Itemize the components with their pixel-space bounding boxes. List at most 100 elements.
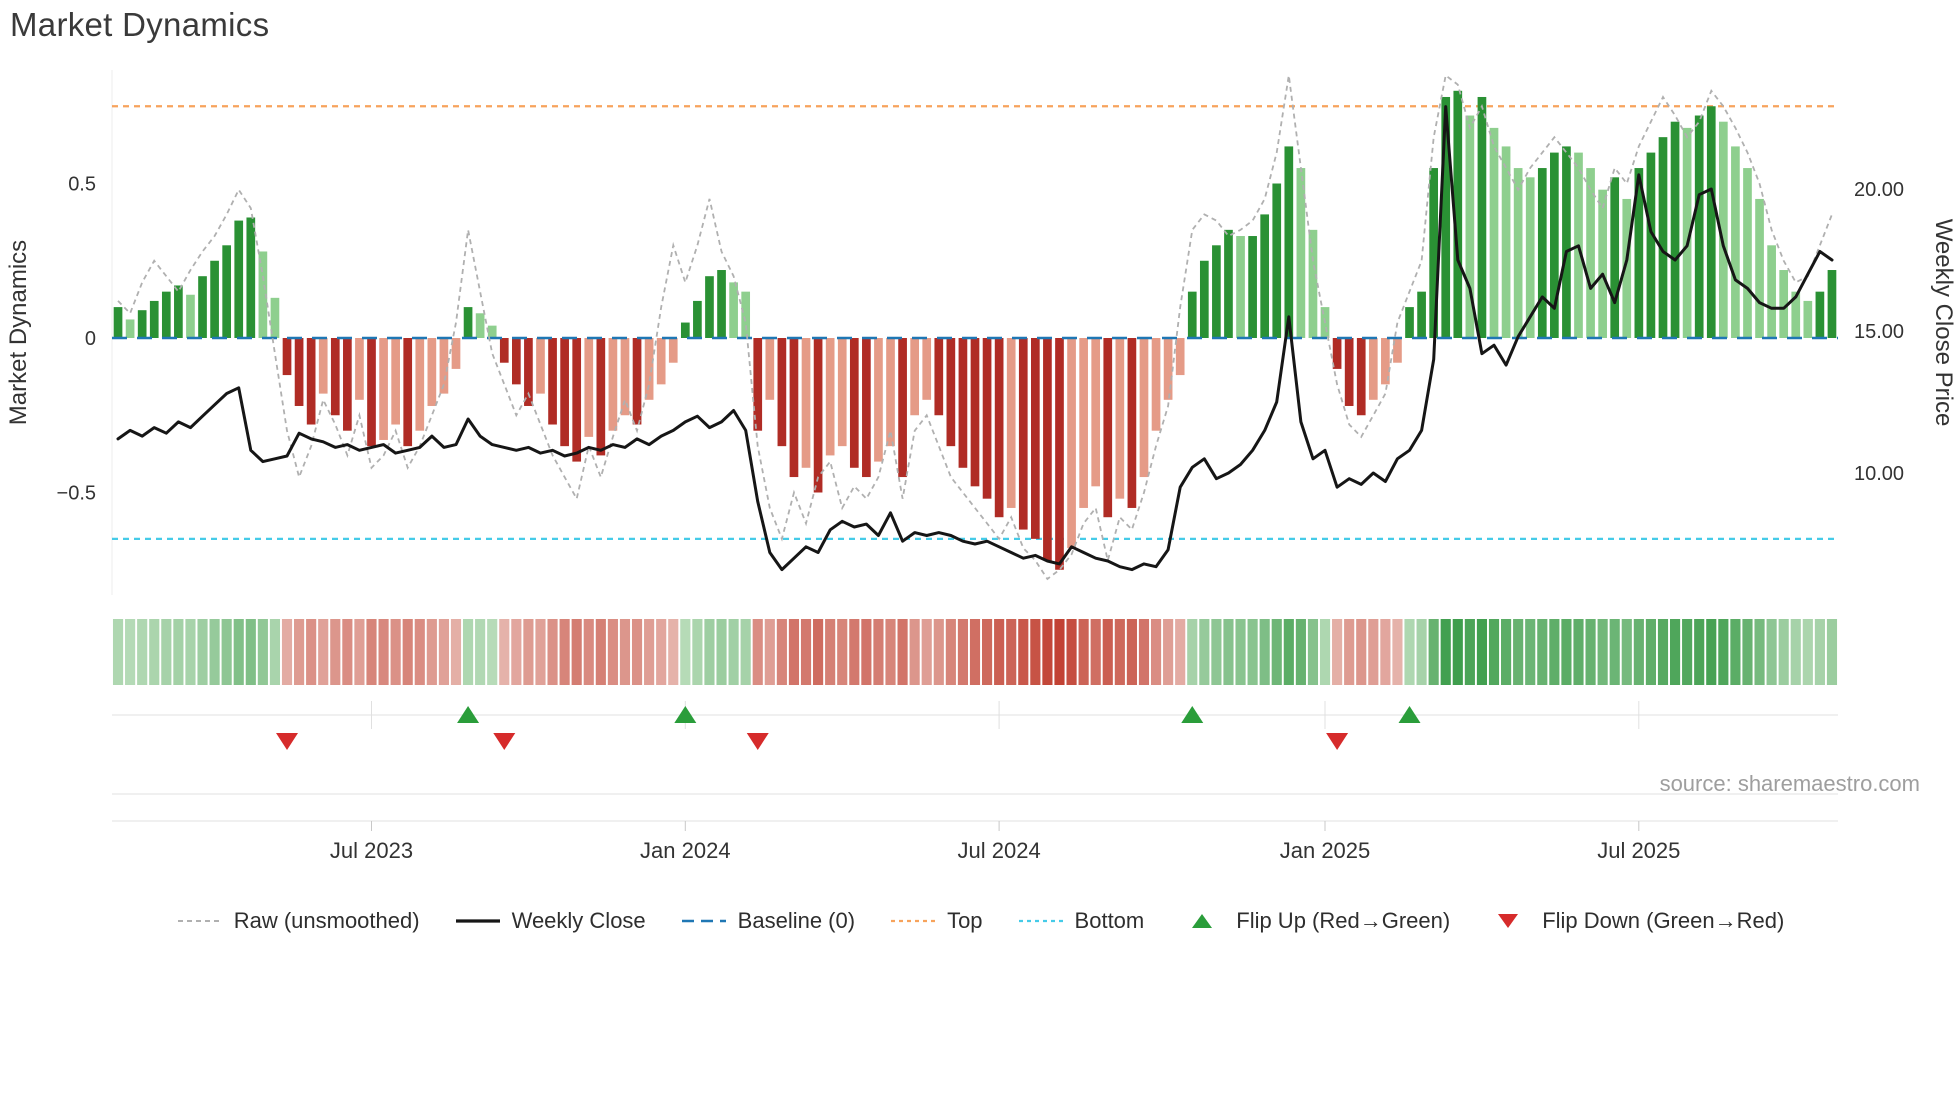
heat-cell [740,619,751,685]
bar [1055,338,1064,570]
bar [1815,291,1825,338]
heat-cell [680,619,691,685]
bar [1260,214,1270,338]
market-dynamics-chart: 0.5 0 −0.5 20.00 15.00 10.00 Market Dynamics We… [0,70,1960,932]
heat-cell [1754,619,1765,685]
chart-legend: Raw (unsmoothed) Weekly Close Baseline (0)… [0,910,1960,932]
heat-cell [1175,619,1186,685]
heat-cell [462,619,474,685]
heat-cell [221,619,232,685]
bar [1332,338,1342,369]
bar [330,338,340,416]
bar [1356,338,1366,416]
legend-label: Flip Up (Red→Green) [1236,908,1451,933]
bar [946,338,956,447]
bar [1006,338,1016,508]
bar [1381,338,1390,385]
heat-cell [994,619,1005,685]
heat-cell [1114,619,1125,685]
heat-cell [921,619,932,685]
heat-cell [1525,619,1536,685]
legend-item-baseline-0: Baseline (0) [680,910,855,932]
bar [174,285,183,338]
heat-cell [1476,619,1488,685]
heat-cell [173,619,184,685]
heat-cell [825,619,836,685]
bar [524,338,533,406]
bar [1465,115,1475,339]
bar [186,294,195,338]
bar [1537,168,1547,338]
heat-cell [1706,619,1717,685]
bar [1489,127,1499,338]
bar [1513,168,1523,338]
heat-cell [644,619,655,685]
right-tick-label: 15.00 [1854,321,1904,343]
bar [1610,177,1620,338]
close-line [116,105,1834,572]
bar [415,338,425,431]
bar [825,338,835,456]
bar [391,338,400,425]
bar [536,338,545,394]
bar [499,338,509,363]
bar [729,282,738,338]
legend-item-raw-unsmoothed: Raw (unsmoothed) [176,910,420,932]
bar [1682,127,1692,338]
bar [982,338,992,499]
bar [1755,198,1764,338]
left-tick-label: 0 [85,328,96,350]
heat-cell [306,619,317,685]
bar [1718,121,1728,338]
bar [680,322,690,338]
heat-cell [149,619,160,685]
flip-down-marker [493,733,516,750]
bar [1224,229,1233,338]
bar [1550,152,1559,338]
heat-cell [595,619,606,685]
bar [379,338,388,440]
bar [668,338,678,363]
heat-cell [1694,619,1705,685]
bar [837,338,847,447]
heat-cell [1718,619,1729,685]
heat-cell [1368,619,1379,685]
heat-cell [945,619,956,685]
heat-cell [1006,619,1017,685]
bar [1296,168,1306,338]
heat-cell [764,619,775,685]
heat-cell [414,619,425,685]
heat-cell [318,619,329,685]
heat-cell [1597,619,1608,685]
heat-cell [209,619,220,685]
bar [1031,338,1040,539]
left-tick-label: −0.5 [57,483,96,505]
heat-cell [861,619,872,685]
bar [1043,338,1052,561]
heat-cell [1609,619,1620,685]
heat-cell [1090,619,1101,685]
flip-down-marker [746,733,769,750]
bar [1827,270,1837,338]
page-title: Market Dynamics [10,6,270,43]
bar [318,338,328,394]
heat-cell [426,619,437,685]
heat-cell [619,619,631,685]
heat-cell [1199,619,1210,685]
bar [1453,90,1463,338]
heat-cell [1332,619,1343,685]
heat-cell [1030,619,1041,685]
heat-cell [1163,619,1174,685]
raw-line [117,73,1833,581]
legend-item-bottom: Bottom [1017,910,1144,932]
bar [862,338,871,478]
heat-cell [1826,619,1838,685]
bar [886,338,895,447]
legend-label: Flip Down (Green→Red) [1542,908,1785,933]
heat-cell [752,619,763,685]
bar [487,325,497,338]
heat-cell [1488,619,1500,685]
bar [1067,338,1076,549]
bar [596,338,606,456]
heat-cell [1187,619,1198,685]
